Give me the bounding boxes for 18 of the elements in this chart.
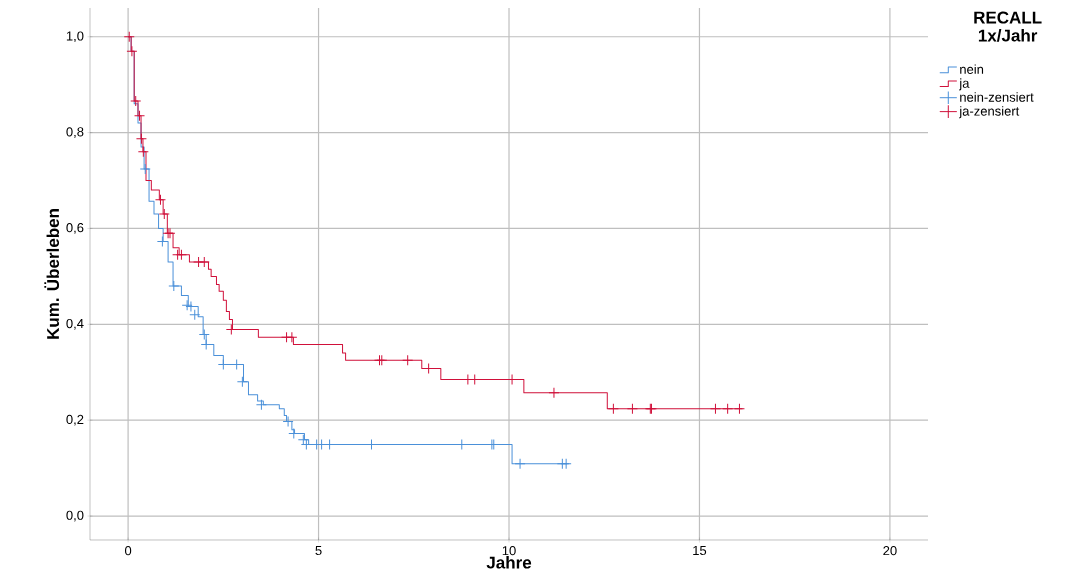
y-tick-label: 0,4 bbox=[66, 318, 84, 330]
x-axis-title: Jahre bbox=[486, 556, 532, 569]
y-tick-label: 0,6 bbox=[66, 223, 84, 234]
y-axis-title: Kum. Überleben bbox=[44, 209, 60, 339]
x-tick-label: 5 bbox=[315, 546, 322, 556]
legend-title: RECALL 1x/Jahr bbox=[974, 11, 1042, 42]
x-tick-label: 0 bbox=[124, 546, 132, 556]
y-tick-label: 1,0 bbox=[66, 31, 84, 43]
x-tick-label: 15 bbox=[693, 546, 707, 556]
x-tick-label: 10 bbox=[502, 546, 516, 556]
legend-label: ja bbox=[959, 78, 970, 91]
legend-label: nein-zensiert bbox=[960, 92, 1034, 102]
legend-label: nein bbox=[960, 64, 984, 74]
y-tick-label: 0,0 bbox=[66, 510, 84, 522]
y-tick-label: 0,8 bbox=[66, 127, 84, 138]
x-tick-label: 20 bbox=[883, 546, 897, 556]
legend-label: ja-zensiert bbox=[959, 106, 1020, 119]
y-tick-label: 0,2 bbox=[66, 414, 84, 426]
